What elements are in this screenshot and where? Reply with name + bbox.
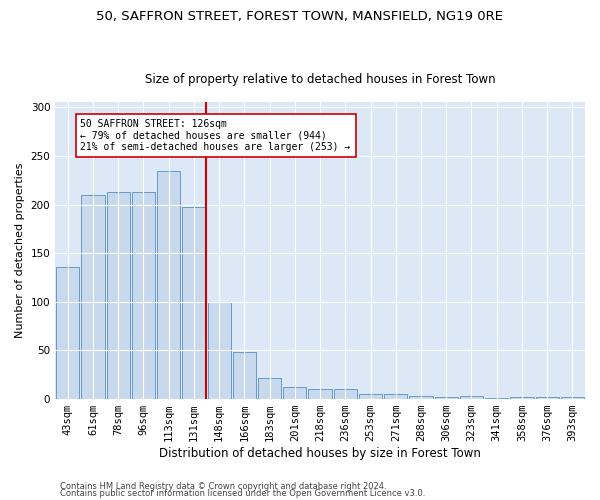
Text: 50, SAFFRON STREET, FOREST TOWN, MANSFIELD, NG19 0RE: 50, SAFFRON STREET, FOREST TOWN, MANSFIE… xyxy=(97,10,503,23)
Bar xyxy=(384,394,407,399)
Y-axis label: Number of detached properties: Number of detached properties xyxy=(15,163,25,338)
Bar xyxy=(56,267,79,399)
Bar xyxy=(258,378,281,399)
Bar xyxy=(82,195,104,399)
Bar xyxy=(511,397,533,399)
Bar xyxy=(485,398,508,399)
Bar xyxy=(283,388,307,399)
Bar xyxy=(434,397,458,399)
Bar xyxy=(409,396,433,399)
Text: Contains public sector information licensed under the Open Government Licence v3: Contains public sector information licen… xyxy=(60,489,425,498)
Bar xyxy=(157,170,181,399)
Bar xyxy=(359,394,382,399)
Bar xyxy=(334,390,357,399)
X-axis label: Distribution of detached houses by size in Forest Town: Distribution of detached houses by size … xyxy=(159,447,481,460)
Bar xyxy=(308,390,332,399)
Bar xyxy=(460,396,483,399)
Text: Contains HM Land Registry data © Crown copyright and database right 2024.: Contains HM Land Registry data © Crown c… xyxy=(60,482,386,491)
Bar xyxy=(107,192,130,399)
Bar xyxy=(233,352,256,399)
Bar xyxy=(132,192,155,399)
Bar xyxy=(536,397,559,399)
Text: 50 SAFFRON STREET: 126sqm
← 79% of detached houses are smaller (944)
21% of semi: 50 SAFFRON STREET: 126sqm ← 79% of detac… xyxy=(80,119,350,152)
Bar xyxy=(208,302,231,399)
Bar xyxy=(561,397,584,399)
Bar xyxy=(182,208,206,399)
Title: Size of property relative to detached houses in Forest Town: Size of property relative to detached ho… xyxy=(145,73,496,86)
